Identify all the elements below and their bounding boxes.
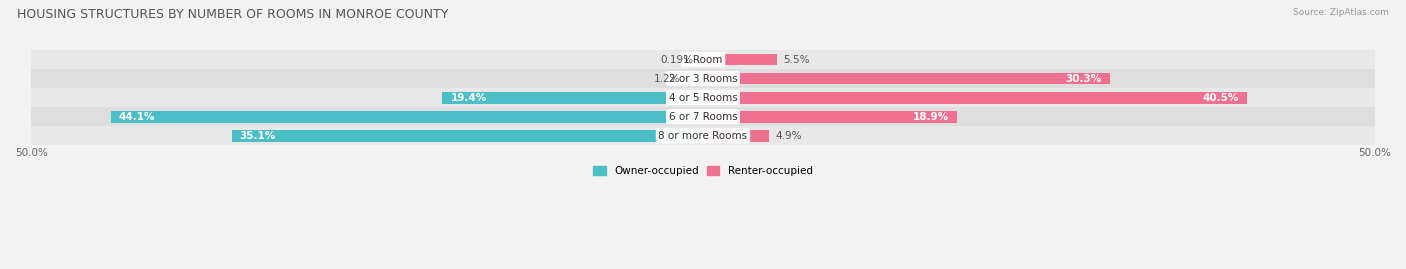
Text: 0.19%: 0.19% [661,55,693,65]
Text: 40.5%: 40.5% [1202,93,1239,103]
Text: 30.3%: 30.3% [1066,74,1102,84]
Text: 35.1%: 35.1% [239,131,276,141]
Text: 4.9%: 4.9% [776,131,801,141]
Bar [703,92,1247,104]
Bar [703,111,957,123]
Bar [111,111,703,123]
Bar [31,107,1375,126]
Text: 2 or 3 Rooms: 2 or 3 Rooms [669,74,737,84]
Bar [700,54,703,65]
Text: 18.9%: 18.9% [912,112,949,122]
Bar [31,126,1375,145]
Text: 6 or 7 Rooms: 6 or 7 Rooms [669,112,737,122]
Text: 1.2%: 1.2% [654,74,681,84]
Text: 8 or more Rooms: 8 or more Rooms [658,131,748,141]
Bar [443,92,703,104]
Text: HOUSING STRUCTURES BY NUMBER OF ROOMS IN MONROE COUNTY: HOUSING STRUCTURES BY NUMBER OF ROOMS IN… [17,8,449,21]
Text: 19.4%: 19.4% [450,93,486,103]
Bar [703,130,769,142]
Bar [688,73,703,84]
Bar [31,69,1375,88]
Bar [31,50,1375,69]
Text: 44.1%: 44.1% [118,112,155,122]
Bar [232,130,703,142]
Text: 5.5%: 5.5% [783,55,810,65]
Bar [703,73,1109,84]
Bar [31,88,1375,107]
Text: 1 Room: 1 Room [683,55,723,65]
Legend: Owner-occupied, Renter-occupied: Owner-occupied, Renter-occupied [589,162,817,180]
Text: 4 or 5 Rooms: 4 or 5 Rooms [669,93,737,103]
Bar [703,54,778,65]
Text: Source: ZipAtlas.com: Source: ZipAtlas.com [1294,8,1389,17]
